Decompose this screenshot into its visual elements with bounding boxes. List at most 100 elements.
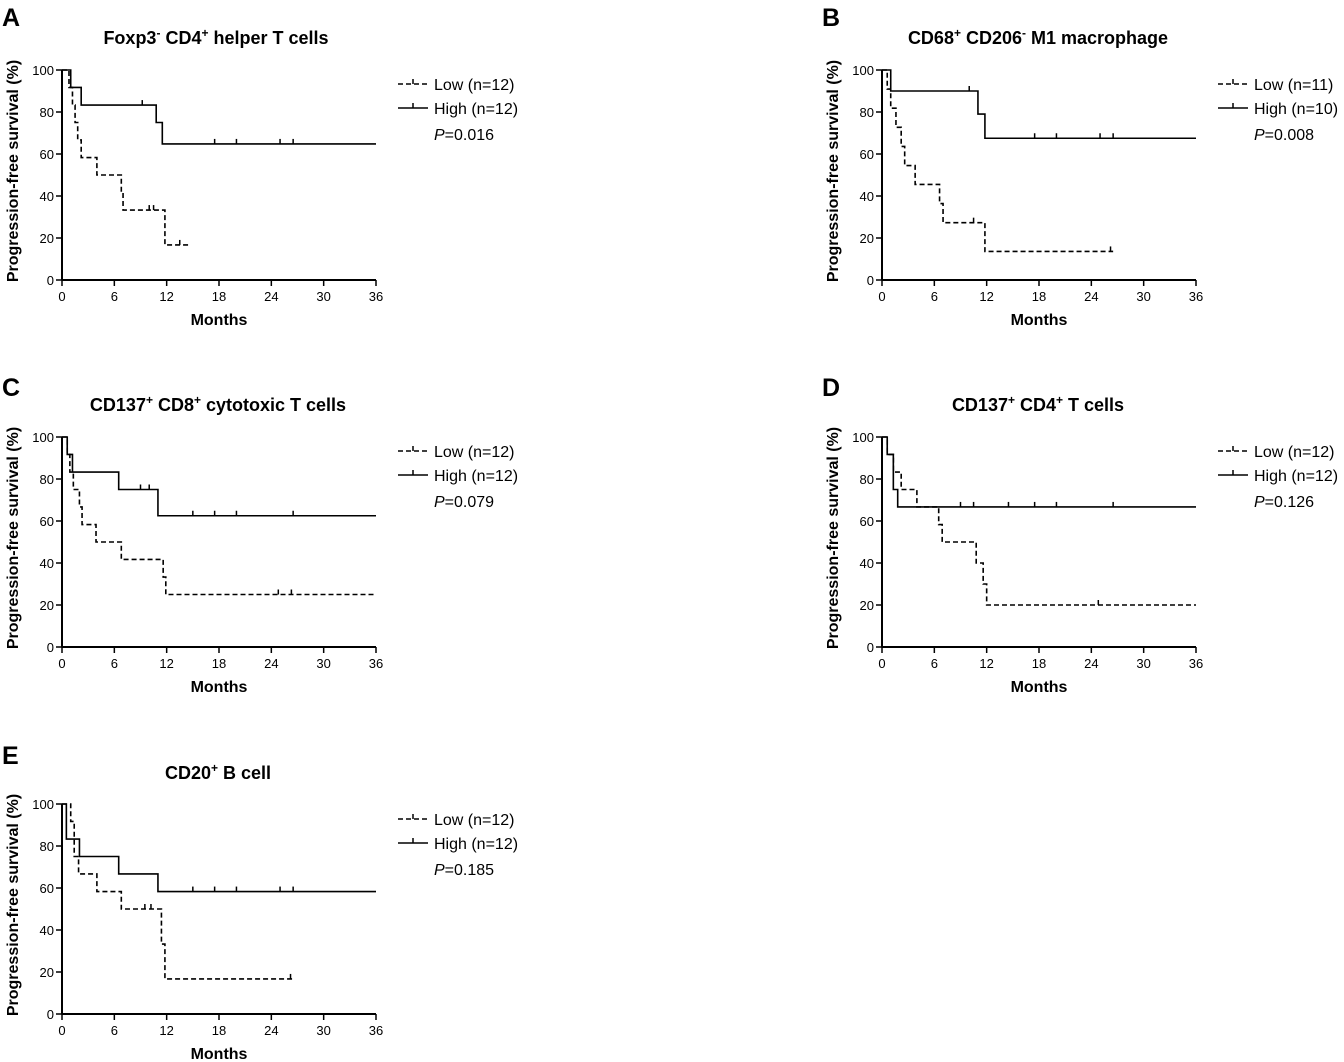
x-tick-label: 18: [1032, 656, 1046, 671]
x-tick-label: 18: [212, 656, 226, 671]
legend-low-label: Low (n=12): [1254, 444, 1335, 461]
chart-title: CD20+ B cell: [165, 761, 271, 783]
panel-e: E CD20+ B cell 0 20 40 60 80 100 0 6 12 18 24 30 36 Mon…: [2, 742, 518, 1062]
chart-title: CD68+ CD206- M1 macrophage: [908, 26, 1168, 48]
legend-high-label: High (n=12): [1254, 468, 1338, 485]
x-axis-label: Months: [191, 679, 248, 696]
x-axis-label: Months: [1011, 679, 1068, 696]
low-survival-curve: [62, 436, 376, 596]
title-text: cytotoxic T cells: [201, 395, 346, 415]
x-tick-label: 12: [159, 1023, 173, 1038]
y-tick-label: 100: [852, 63, 874, 78]
x-tick-label: 24: [264, 1023, 278, 1038]
title-text: T cells: [1063, 395, 1124, 415]
p-value-number: =0.016: [445, 127, 494, 144]
y-tick-label: 40: [40, 189, 54, 204]
y-axis-label: Progression-free survival (%): [5, 427, 22, 649]
y-tick-label: 40: [860, 189, 874, 204]
title-superscript: +: [1008, 393, 1015, 407]
x-tick-label: 24: [1084, 289, 1098, 304]
p-value: P=0.016: [434, 127, 494, 144]
low-survival-curve: [62, 803, 294, 980]
title-superscript: +: [201, 26, 208, 40]
y-tick-label: 0: [47, 1007, 54, 1022]
p-value-symbol: P: [1254, 494, 1265, 511]
title-superscript: +: [1056, 393, 1063, 407]
title-superscript: +: [194, 393, 201, 407]
x-tick-label: 30: [316, 656, 330, 671]
x-tick-label: 30: [316, 1023, 330, 1038]
y-axis-label: Progression-free survival (%): [825, 60, 842, 282]
y-tick-label: 20: [40, 231, 54, 246]
y-tick-label: 100: [32, 430, 54, 445]
title-superscript: -: [1022, 26, 1026, 40]
p-value-number: =0.008: [1265, 127, 1314, 144]
y-tick-label: 80: [860, 472, 874, 487]
y-tick-label: 60: [40, 514, 54, 529]
x-tick-label: 30: [1136, 289, 1150, 304]
y-tick-label: 0: [867, 273, 874, 288]
x-tick-label: 12: [979, 656, 993, 671]
x-tick-label: 6: [111, 289, 118, 304]
title-text: CD4: [1015, 395, 1056, 415]
p-value-symbol: P: [434, 127, 445, 144]
y-tick-label: 0: [867, 640, 874, 655]
y-tick-label: 80: [40, 839, 54, 854]
x-tick-label: 36: [1189, 656, 1203, 671]
p-value-symbol: P: [1254, 127, 1265, 144]
legend-high-label: High (n=10): [1254, 101, 1338, 118]
x-tick-label: 24: [264, 656, 278, 671]
x-tick-label: 36: [369, 1023, 383, 1038]
x-tick-label: 30: [1136, 656, 1150, 671]
panel-letter: E: [2, 742, 19, 770]
p-value: P=0.126: [1254, 494, 1314, 511]
x-tick-label: 6: [111, 656, 118, 671]
panel-letter: D: [822, 374, 840, 402]
legend-high-label: High (n=12): [434, 836, 518, 853]
p-value-symbol: P: [434, 862, 445, 879]
title-text: CD206: [961, 28, 1022, 48]
x-tick-label: 0: [878, 656, 885, 671]
chart-title: Foxp3- CD4+ helper T cells: [103, 26, 328, 48]
panel-a: A Foxp3- CD4+ helper T cells 0 20 40 60 80 100 0…: [2, 4, 518, 329]
x-tick-label: 0: [58, 1023, 65, 1038]
y-tick-label: 60: [860, 147, 874, 162]
p-value: P=0.079: [434, 494, 494, 511]
y-tick-label: 20: [860, 598, 874, 613]
title-text: Foxp3: [103, 28, 156, 48]
panel-letter: B: [822, 4, 840, 32]
title-superscript: +: [146, 393, 153, 407]
x-tick-label: 18: [212, 289, 226, 304]
title-text: helper T cells: [208, 28, 328, 48]
p-value-number: =0.079: [445, 494, 494, 511]
x-axis-label: Months: [191, 312, 248, 329]
p-value-symbol: P: [434, 494, 445, 511]
y-tick-label: 20: [40, 965, 54, 980]
legend-low-label: Low (n=12): [434, 812, 515, 829]
y-tick-label: 40: [40, 556, 54, 571]
x-axis-label: Months: [191, 1046, 248, 1062]
legend-high-label: High (n=12): [434, 468, 518, 485]
y-tick-label: 100: [852, 430, 874, 445]
title-text: B cell: [218, 763, 271, 783]
high-survival-curve: [62, 436, 376, 517]
low-survival-curve: [882, 436, 1196, 606]
y-tick-label: 100: [32, 63, 54, 78]
title-text: CD137: [952, 395, 1008, 415]
x-axis-label: Months: [1011, 312, 1068, 329]
legend-low-label: Low (n=11): [1254, 77, 1333, 94]
x-tick-label: 36: [369, 289, 383, 304]
p-value-number: =0.126: [1265, 494, 1314, 511]
title-superscript: +: [954, 26, 961, 40]
y-tick-label: 100: [32, 797, 54, 812]
x-tick-label: 0: [58, 289, 65, 304]
legend-low-label: Low (n=12): [434, 77, 515, 94]
x-tick-label: 24: [1084, 656, 1098, 671]
y-tick-label: 60: [860, 514, 874, 529]
x-tick-label: 18: [1032, 289, 1046, 304]
title-text: CD137: [90, 395, 146, 415]
high-survival-curve: [882, 69, 1196, 140]
y-tick-label: 40: [40, 923, 54, 938]
x-tick-label: 0: [58, 656, 65, 671]
